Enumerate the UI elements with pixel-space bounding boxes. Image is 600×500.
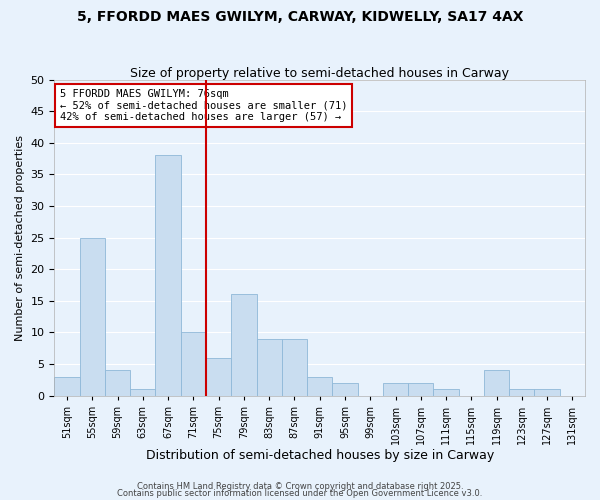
Bar <box>535 389 560 396</box>
Text: 5 FFORDD MAES GWILYM: 76sqm
← 52% of semi-detached houses are smaller (71)
42% o: 5 FFORDD MAES GWILYM: 76sqm ← 52% of sem… <box>60 89 347 122</box>
Bar <box>332 383 358 396</box>
Bar <box>408 383 433 396</box>
X-axis label: Distribution of semi-detached houses by size in Carway: Distribution of semi-detached houses by … <box>146 450 494 462</box>
Bar <box>155 156 181 396</box>
Text: 5, FFORDD MAES GWILYM, CARWAY, KIDWELLY, SA17 4AX: 5, FFORDD MAES GWILYM, CARWAY, KIDWELLY,… <box>77 10 523 24</box>
Bar <box>257 338 282 396</box>
Y-axis label: Number of semi-detached properties: Number of semi-detached properties <box>15 134 25 340</box>
Bar <box>80 238 105 396</box>
Bar <box>231 294 257 396</box>
Bar <box>383 383 408 396</box>
Bar <box>484 370 509 396</box>
Bar <box>181 332 206 396</box>
Bar <box>55 376 80 396</box>
Title: Size of property relative to semi-detached houses in Carway: Size of property relative to semi-detach… <box>130 66 509 80</box>
Bar <box>307 376 332 396</box>
Text: Contains HM Land Registry data © Crown copyright and database right 2025.: Contains HM Land Registry data © Crown c… <box>137 482 463 491</box>
Bar <box>130 389 155 396</box>
Bar <box>433 389 458 396</box>
Bar <box>509 389 535 396</box>
Text: Contains public sector information licensed under the Open Government Licence v3: Contains public sector information licen… <box>118 489 482 498</box>
Bar <box>282 338 307 396</box>
Bar <box>206 358 231 396</box>
Bar <box>105 370 130 396</box>
